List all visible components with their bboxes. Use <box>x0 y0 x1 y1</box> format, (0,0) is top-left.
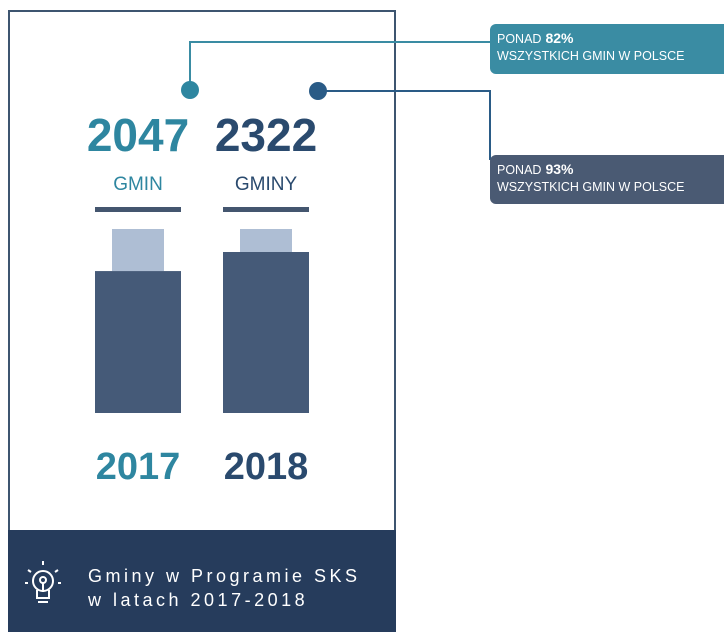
bar-cap <box>240 229 292 252</box>
divider <box>223 207 309 212</box>
bulb-icon <box>25 561 61 603</box>
dot <box>309 82 327 100</box>
bar <box>95 271 181 413</box>
connector <box>318 90 491 160</box>
bar <box>223 252 309 413</box>
footer-line1: Gminy w Programie SKS <box>88 566 361 586</box>
year: 2018 <box>224 446 309 488</box>
connector <box>189 41 490 90</box>
year: 2017 <box>96 446 181 488</box>
count: 2322 <box>215 109 317 161</box>
count: 2047 <box>87 109 189 161</box>
footer-line2: w latach 2017-2018 <box>87 590 308 610</box>
callout-box <box>490 155 724 204</box>
unit: GMIN <box>113 174 163 195</box>
unit: GMINY <box>235 174 298 195</box>
callout-text: WSZYSTKICH GMIN W POLSCE <box>497 49 685 63</box>
callout-head: PONAD 93% <box>497 161 574 177</box>
panel <box>8 10 396 630</box>
footer-band <box>8 530 396 632</box>
bar-cap <box>112 229 164 272</box>
divider <box>95 207 181 212</box>
callout-head: PONAD 82% <box>497 30 574 46</box>
callout-share: 93% <box>545 161 574 177</box>
dot <box>181 81 199 99</box>
callout-text: WSZYSTKICH GMIN W POLSCE <box>497 180 685 194</box>
callout-share: 82% <box>545 30 574 46</box>
callout-prefix: PONAD <box>497 163 541 177</box>
callout-prefix: PONAD <box>497 32 541 46</box>
callout-box <box>490 24 724 74</box>
